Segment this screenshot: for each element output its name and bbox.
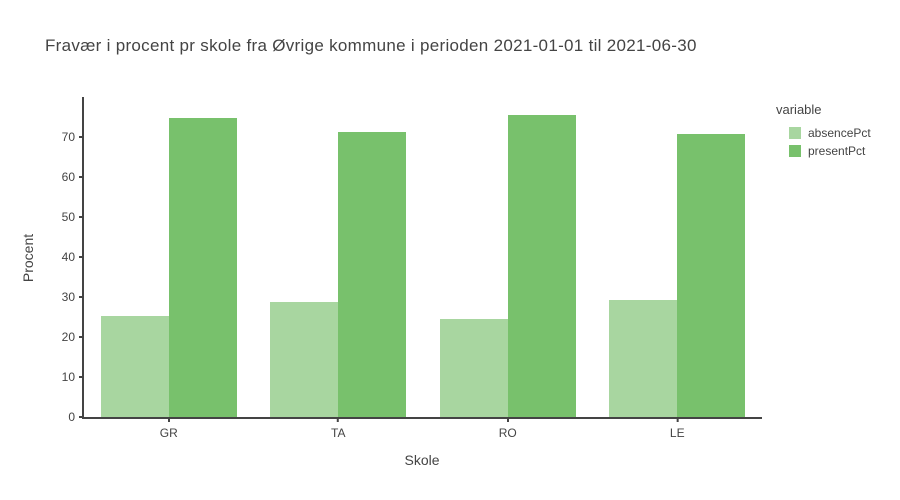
y-tick-40: 40 xyxy=(62,250,84,264)
bar-group-ro xyxy=(423,97,593,417)
legend-item-absencePct[interactable]: absencePct xyxy=(776,124,871,142)
bar-ro-presentPct[interactable] xyxy=(507,115,576,417)
y-tick-20: 20 xyxy=(62,330,84,344)
bar-le-absencePct[interactable] xyxy=(609,299,678,417)
bar-group-gr xyxy=(84,97,254,417)
y-tick-label: 50 xyxy=(61,210,75,224)
y-tick-30: 30 xyxy=(62,290,84,304)
y-tick-0: 0 xyxy=(68,410,84,424)
y-axis-title: Procent xyxy=(20,233,36,283)
legend-swatch-absencePct xyxy=(789,127,801,139)
x-tick-label: RO xyxy=(498,426,517,440)
x-tick-mark xyxy=(506,417,509,422)
y-tick-50: 50 xyxy=(62,210,84,224)
y-tick-60: 60 xyxy=(62,170,84,184)
plot-area: 0 10 20 30 40 50 60 70 GR TA RO LE xyxy=(62,97,762,440)
bar-ta-presentPct[interactable] xyxy=(338,132,407,417)
x-tick-ro: RO xyxy=(499,417,517,440)
bar-le-presentPct[interactable] xyxy=(677,134,746,417)
x-tick-label: TA xyxy=(331,426,346,440)
legend-label: presentPct xyxy=(808,144,866,158)
x-axis-title: Skole xyxy=(404,452,440,468)
bar-group-le xyxy=(593,97,763,417)
legend-items: absencePct presentPct xyxy=(776,124,871,160)
y-tick-label: 0 xyxy=(68,410,75,424)
bars-layer xyxy=(84,97,762,417)
legend-title: variable xyxy=(776,102,822,117)
y-tick-label: 10 xyxy=(61,370,75,384)
legend: variable absencePct presentPct xyxy=(776,102,871,160)
bar-gr-absencePct[interactable] xyxy=(100,315,169,417)
bar-ro-absencePct[interactable] xyxy=(439,318,508,417)
x-tick-mark xyxy=(676,417,679,422)
x-tick-ta: TA xyxy=(331,417,345,440)
y-tick-label: 40 xyxy=(61,250,75,264)
bar-ta-absencePct[interactable] xyxy=(270,301,339,417)
legend-label: absencePct xyxy=(808,126,871,140)
chart-title: Fravær i procent pr skole fra Øvrige kom… xyxy=(45,36,697,55)
legend-item-presentPct[interactable]: presentPct xyxy=(776,142,871,160)
x-tick-gr: GR xyxy=(160,417,178,440)
bar-gr-presentPct[interactable] xyxy=(168,118,237,417)
y-tick-label: 30 xyxy=(61,290,75,304)
y-tick-label: 70 xyxy=(61,130,75,144)
bar-group-ta xyxy=(254,97,424,417)
y-tick-10: 10 xyxy=(62,370,84,384)
x-tick-le: LE xyxy=(670,417,685,440)
x-tick-label: LE xyxy=(669,426,685,440)
x-tick-mark xyxy=(337,417,340,422)
legend-swatch-presentPct xyxy=(789,145,801,157)
y-tick-70: 70 xyxy=(62,130,84,144)
x-tick-label: GR xyxy=(159,426,178,440)
y-tick-label: 60 xyxy=(61,170,75,184)
y-tick-label: 20 xyxy=(61,330,75,344)
x-tick-mark xyxy=(167,417,170,422)
